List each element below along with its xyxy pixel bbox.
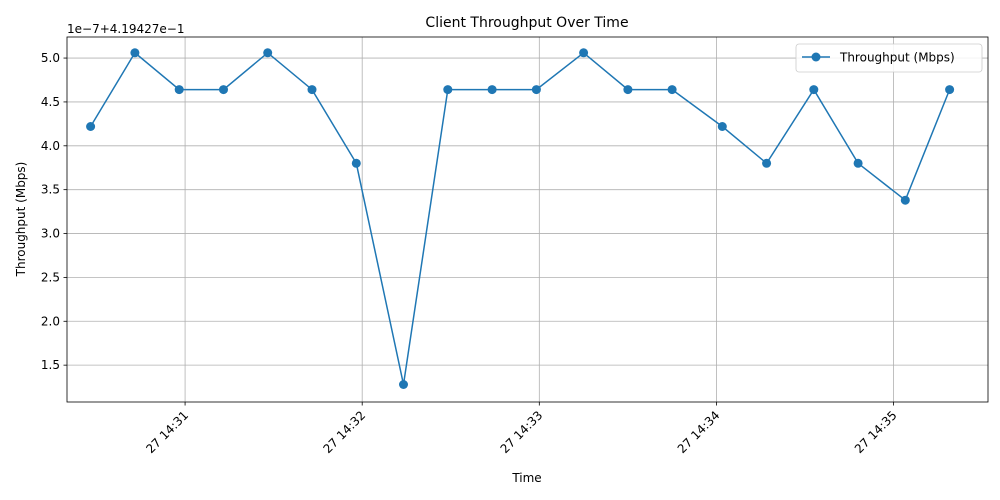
data-point — [443, 85, 453, 95]
data-point — [219, 85, 228, 95]
data-point — [809, 85, 819, 95]
legend-box — [795, 43, 983, 73]
data-point — [174, 85, 184, 95]
data-point — [762, 158, 772, 168]
y-tick-label: 4.5 — [41, 95, 60, 109]
y-tick-label: 2.5 — [41, 270, 60, 284]
grid-lines — [67, 37, 988, 402]
x-axis-label: Time — [511, 471, 541, 485]
data-point — [531, 85, 541, 95]
plot-frame — [66, 36, 989, 403]
data-point — [945, 85, 955, 95]
data-point — [399, 380, 408, 389]
data-point — [853, 158, 863, 168]
data-point — [86, 122, 96, 131]
series-layer — [86, 48, 955, 389]
y-axis-offset-label: 1e−7+4.19427e−1 — [67, 22, 184, 36]
legend-label: Throughput (Mbps) — [839, 51, 955, 65]
y-axis: 1.5 2.0 2.5 3.0 3.5 4.0 4.5 5.0 — [41, 51, 67, 372]
data-point — [623, 85, 633, 95]
y-tick-label: 3.5 — [41, 183, 60, 197]
legend-marker-swatch — [811, 52, 821, 62]
data-point — [351, 158, 361, 168]
y-tick-label: 3.0 — [41, 227, 60, 241]
y-tick-label: 2.0 — [41, 314, 60, 328]
y-tick-label: 1.5 — [41, 358, 60, 372]
data-point — [900, 195, 910, 205]
chart-title: Client Throughput Over Time — [425, 15, 628, 31]
data-point — [307, 85, 317, 95]
y-tick-label: 5.0 — [41, 51, 60, 65]
data-point — [667, 85, 677, 95]
legend: Throughput (Mbps) — [795, 43, 983, 73]
series-line — [89, 51, 951, 385]
data-point — [717, 122, 727, 131]
y-tick-label: 4.0 — [41, 139, 60, 153]
data-point — [130, 48, 140, 58]
data-point — [579, 48, 589, 58]
data-point — [263, 48, 273, 58]
y-axis-label: Throughput (Mbps) — [14, 162, 28, 278]
data-point — [487, 85, 497, 95]
